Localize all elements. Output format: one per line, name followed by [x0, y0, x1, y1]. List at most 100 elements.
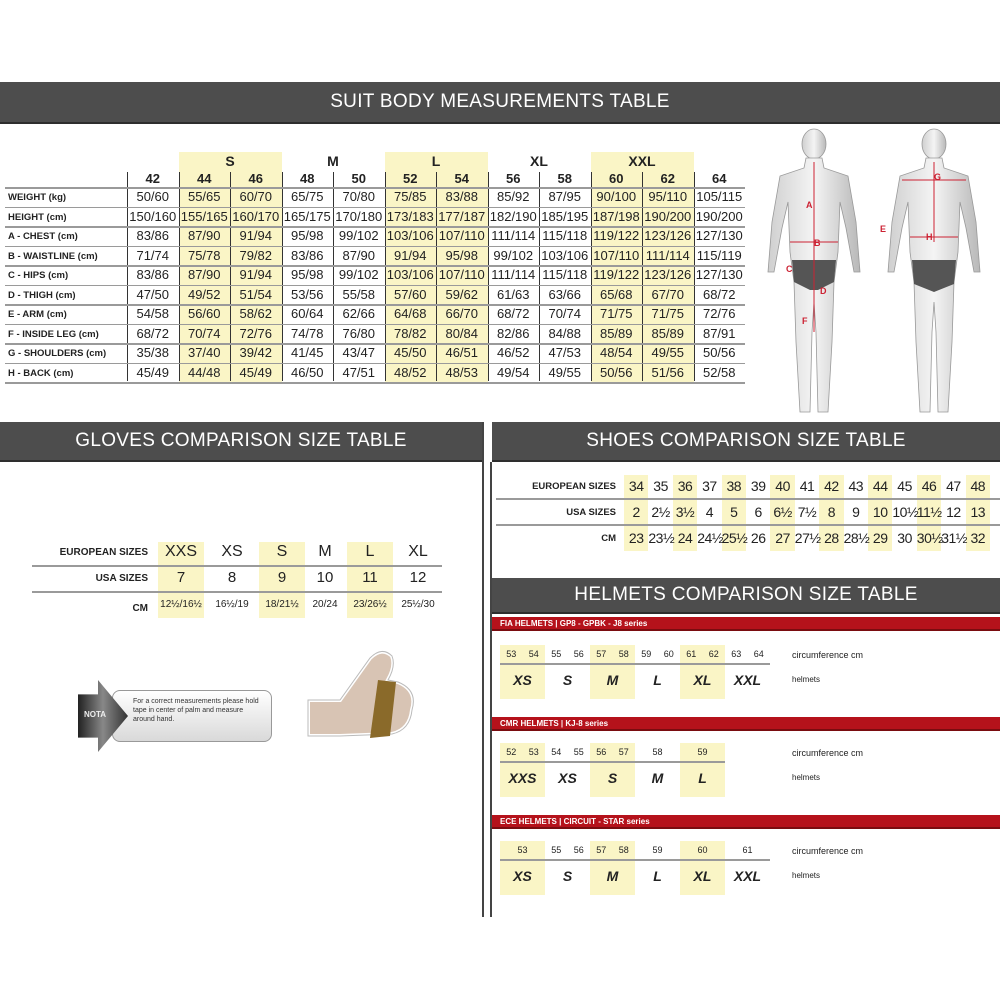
table-cell: 165/175	[283, 208, 331, 224]
row-divider	[496, 524, 1000, 526]
table-cell: 44	[872, 478, 888, 494]
circumference-value: 64	[753, 649, 764, 659]
table-cell: 30	[897, 530, 912, 546]
table-cell: 41	[799, 478, 815, 494]
helmets-label: helmets	[792, 773, 821, 782]
helmet-size: S	[562, 868, 573, 884]
table-cell: 10½	[892, 504, 919, 520]
circumference-value: 56	[573, 845, 584, 855]
label-b: B	[814, 238, 821, 248]
table-cell: 68/72	[702, 286, 736, 302]
highlight-column	[500, 743, 545, 797]
table-cell: 182/190	[489, 208, 537, 224]
table-cell: 79/82	[239, 247, 273, 263]
helmet-size: XS	[513, 672, 532, 688]
circumference-value: 63	[731, 649, 742, 659]
table-cell: 119/122	[593, 228, 640, 243]
circumference-value: 57	[596, 649, 607, 659]
table-cell: 13	[970, 504, 986, 520]
row-label: C - HIPS (cm)	[8, 270, 69, 281]
row-divider	[5, 226, 745, 228]
table-cell: 177/187	[438, 208, 486, 224]
table-cell: 63/66	[548, 286, 582, 302]
table-cell: 123/126	[644, 267, 692, 282]
table-cell: 12	[409, 569, 427, 586]
table-cell: M	[318, 543, 332, 560]
helmet-size: M	[606, 672, 619, 688]
row-divider	[5, 284, 745, 286]
table-cell: 70/74	[548, 306, 582, 321]
table-cell: 107/110	[593, 247, 640, 263]
suit-table-header: SUIT BODY MEASUREMENTS TABLE	[0, 82, 1000, 124]
row-divider	[5, 382, 745, 384]
table-cell: 10	[872, 504, 888, 520]
label-f: F	[802, 316, 808, 326]
table-cell: 119/122	[593, 267, 640, 282]
table-cell: 115/118	[542, 228, 588, 243]
table-cell: 47/53	[548, 345, 582, 360]
table-cell: 49/54	[496, 364, 530, 380]
table-cell: 57/60	[393, 286, 427, 302]
table-cell: 111/114	[645, 247, 690, 263]
table-cell: 8	[827, 504, 836, 520]
table-cell: 103/106	[541, 247, 589, 263]
table-cell: 75/78	[187, 247, 221, 263]
table-cell: 111/114	[491, 228, 536, 243]
table-cell: 59/62	[445, 286, 479, 302]
table-cell: 155/165	[180, 208, 228, 224]
circumference-value: 52	[506, 747, 517, 757]
table-cell: 62/66	[342, 306, 376, 321]
table-cell: 7½	[797, 504, 817, 520]
circumference-value: 56	[573, 649, 584, 659]
highlight-column	[259, 542, 305, 618]
size-group-label: M	[327, 153, 339, 169]
column-divider	[384, 172, 386, 381]
table-cell: 11	[362, 569, 378, 586]
row-divider	[500, 761, 725, 763]
circumference-label: circumference cm	[792, 650, 864, 660]
circumference-value: 61	[742, 845, 753, 855]
table-cell: 99/102	[338, 267, 379, 282]
table-cell: 51/54	[239, 286, 273, 302]
vertical-divider	[482, 422, 484, 917]
column-divider	[333, 172, 334, 381]
table-cell: 36	[677, 478, 693, 494]
table-cell: 20/24	[312, 599, 338, 610]
row-label: G - SHOULDERS (cm)	[8, 348, 107, 359]
table-cell: 50/60	[136, 189, 170, 204]
table-cell: 32	[970, 530, 986, 546]
gloves-table-header: GLOVES COMPARISON SIZE TABLE	[0, 422, 482, 462]
table-cell: 40	[775, 478, 790, 494]
table-cell: 103/106	[386, 228, 434, 243]
table-cell: 87/90	[187, 267, 221, 282]
table-cell: 70/80	[342, 189, 376, 204]
table-cell: 87/90	[187, 228, 221, 243]
table-cell: XXS	[164, 543, 197, 560]
table-cell: 46/50	[290, 364, 324, 380]
helmet-size: L	[698, 770, 707, 786]
helmet-size: XXS	[508, 770, 537, 786]
size-column-header: 64	[712, 171, 727, 186]
circumference-value: 55	[551, 845, 562, 855]
table-cell: 4	[705, 504, 714, 520]
table-cell: 2	[632, 504, 641, 520]
table-cell: 39/42	[239, 345, 273, 360]
column-divider	[590, 172, 592, 381]
table-cell: 7	[176, 569, 186, 586]
table-cell: 37/40	[187, 345, 221, 360]
table-cell: S	[276, 543, 288, 560]
highlight-column	[590, 645, 635, 699]
row-label: EUROPEAN SIZES	[532, 481, 616, 492]
label-e: E	[880, 224, 886, 234]
helmet-size: S	[562, 672, 573, 688]
table-cell: 107/110	[438, 228, 485, 243]
table-cell: 24	[677, 530, 693, 546]
highlight-column	[590, 841, 635, 895]
table-cell: 80/84	[445, 325, 479, 341]
helmets-label: helmets	[792, 675, 821, 684]
table-cell: 8	[227, 569, 237, 586]
table-cell: 65/75	[290, 189, 324, 204]
highlight-column	[500, 841, 545, 895]
highlight-column	[916, 475, 942, 551]
size-group-label: XXL	[628, 153, 656, 169]
